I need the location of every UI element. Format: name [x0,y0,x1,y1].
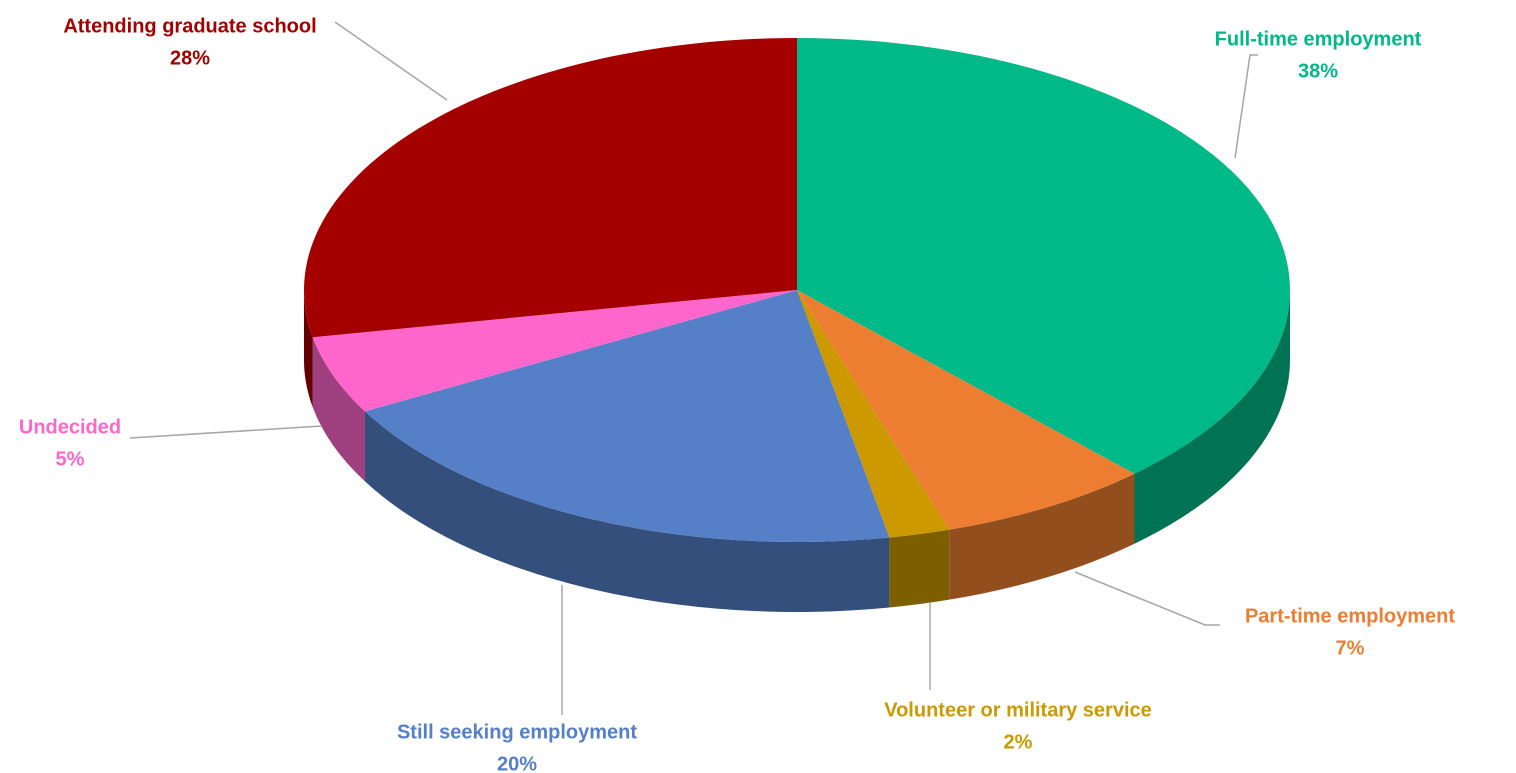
leader-line [1074,571,1220,626]
label-value: 5% [56,448,85,470]
slice [364,290,890,542]
label-value: 7% [1336,637,1365,659]
slice-side [949,473,1135,600]
label-value: 2% [1004,731,1033,753]
slice [304,38,797,338]
slice [797,290,1135,530]
label-value: 38% [1298,60,1338,82]
slice-side [304,290,313,408]
slice-side [889,529,950,608]
slice-side [312,337,365,482]
label-name: Part-time employment [1245,605,1455,627]
leader-line [129,425,323,439]
slice [312,290,797,412]
label-value: 28% [170,47,210,69]
slice [797,290,950,538]
label-name: Still seeking employment [397,721,637,743]
label-name: Full-time employment [1215,28,1422,50]
slice-side [364,411,890,613]
label-name: Undecided [19,416,121,438]
slice [797,38,1290,474]
leader-line [1234,54,1258,159]
label-value: 20% [497,753,537,773]
leader-line [334,21,448,101]
label-name: Volunteer or military service [884,699,1152,721]
label-name: Attending graduate school [63,15,316,37]
slice-side [1134,290,1290,544]
